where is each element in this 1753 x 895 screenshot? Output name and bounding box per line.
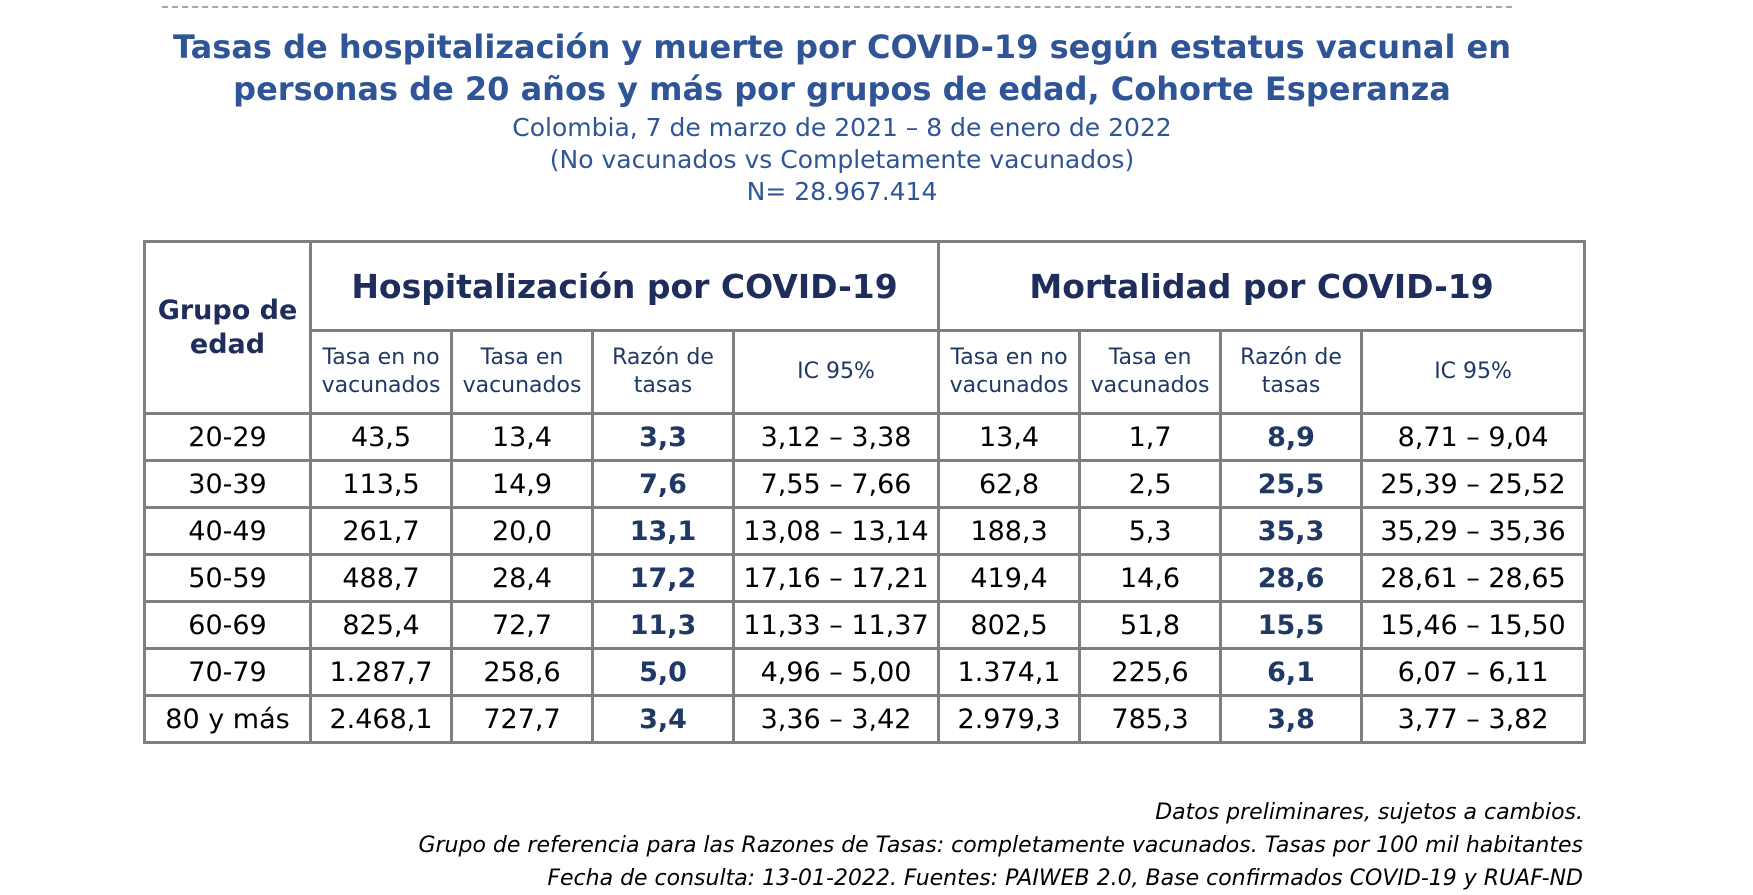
subheader-vaccinated-rate: Tasa en vacunados bbox=[450, 329, 594, 415]
mort-unvaccinated-rate-cell: 1.374,1 bbox=[937, 647, 1082, 697]
hospitalization-header: Hospitalización por COVID-19 bbox=[308, 240, 941, 332]
hosp-vaccinated-rate-cell: 28,4 bbox=[450, 553, 594, 603]
hosp-rate-ratio-cell: 7,6 bbox=[591, 459, 735, 509]
table-body: 20-29 43,5 13,4 3,3 3,12 – 3,38 13,4 1,7 8,9 8,7… bbox=[143, 412, 1587, 744]
mort-vaccinated-rate-cell: 14,6 bbox=[1078, 553, 1223, 603]
group-header: Grupo de edad bbox=[143, 240, 312, 415]
mort-vaccinated-rate-cell: 51,8 bbox=[1078, 600, 1223, 650]
mort-rate-ratio-cell: 3,8 bbox=[1219, 694, 1364, 744]
table-row: 60-69 825,4 72,7 11,3 11,33 – 11,37 802,5 51,8… bbox=[143, 600, 1587, 650]
age-group-cell: 60-69 bbox=[143, 600, 312, 650]
subheader-unvaccinated-rate: Tasa en no vacunados bbox=[309, 329, 453, 415]
mort-rate-ratio-cell: 25,5 bbox=[1219, 459, 1364, 509]
mort-unvaccinated-rate-cell: 419,4 bbox=[937, 553, 1082, 603]
hosp-unvaccinated-rate-cell: 825,4 bbox=[309, 600, 453, 650]
mort-vaccinated-rate-cell: 2,5 bbox=[1078, 459, 1223, 509]
mort-rate-ratio-cell: 28,6 bbox=[1219, 553, 1364, 603]
hosp-vaccinated-rate-cell: 727,7 bbox=[450, 694, 594, 744]
hosp-unvaccinated-rate-cell: 113,5 bbox=[309, 459, 453, 509]
mort-rate-ratio-cell: 8,9 bbox=[1219, 412, 1364, 462]
mort-unvaccinated-rate-cell: 188,3 bbox=[937, 506, 1082, 556]
age-group-cell: 40-49 bbox=[143, 506, 312, 556]
age-group-cell: 80 y más bbox=[143, 694, 312, 744]
mort-ci95-cell: 35,29 – 35,36 bbox=[1360, 506, 1587, 556]
footnote-preliminary: Datos preliminares, sujetos a cambios. bbox=[1155, 800, 1583, 825]
hosp-vaccinated-rate-cell: 72,7 bbox=[450, 600, 594, 650]
mort-ci95-cell: 3,77 – 3,82 bbox=[1360, 694, 1587, 744]
hosp-ci95-cell: 17,16 – 17,21 bbox=[731, 553, 941, 603]
hosp-ci95-cell: 4,96 – 5,00 bbox=[731, 647, 941, 697]
mort-unvaccinated-rate-cell: 62,8 bbox=[937, 459, 1082, 509]
hosp-ci95-cell: 11,33 – 11,37 bbox=[731, 600, 941, 650]
hosp-unvaccinated-rate-cell: 1.287,7 bbox=[309, 647, 453, 697]
hosp-ci95-cell: 3,36 – 3,42 bbox=[731, 694, 941, 744]
rates-table: Grupo de edad Hospitalización por COVID-… bbox=[143, 240, 1587, 744]
hosp-rate-ratio-cell: 11,3 bbox=[591, 600, 735, 650]
hosp-rate-ratio-cell: 13,1 bbox=[591, 506, 735, 556]
title-line-2: personas de 20 años y más por grupos de … bbox=[233, 70, 1451, 108]
mort-vaccinated-rate-cell: 785,3 bbox=[1078, 694, 1223, 744]
mort-rate-ratio-cell: 35,3 bbox=[1219, 506, 1364, 556]
mort-ci95-cell: 8,71 – 9,04 bbox=[1360, 412, 1587, 462]
table-row: 30-39 113,5 14,9 7,6 7,55 – 7,66 62,8 2,5 25,5 2… bbox=[143, 459, 1587, 509]
mort-vaccinated-rate-cell: 225,6 bbox=[1078, 647, 1223, 697]
subtitle-line-2: (No vacunados vs Completamente vacunados… bbox=[549, 145, 1135, 174]
subheader-ci95: IC 95% bbox=[731, 329, 941, 415]
subheader-vaccinated-rate: Tasa en vacunados bbox=[1078, 329, 1223, 415]
mort-ci95-cell: 6,07 – 6,11 bbox=[1360, 647, 1587, 697]
hosp-vaccinated-rate-cell: 20,0 bbox=[450, 506, 594, 556]
hosp-vaccinated-rate-cell: 14,9 bbox=[450, 459, 594, 509]
subheader-rate-ratio: Razón de tasas bbox=[1219, 329, 1364, 415]
mort-vaccinated-rate-cell: 1,7 bbox=[1078, 412, 1223, 462]
mort-unvaccinated-rate-cell: 802,5 bbox=[937, 600, 1082, 650]
table-row: 40-49 261,7 20,0 13,1 13,08 – 13,14 188,3 5,3 3… bbox=[143, 506, 1587, 556]
mort-vaccinated-rate-cell: 5,3 bbox=[1078, 506, 1223, 556]
age-group-cell: 30-39 bbox=[143, 459, 312, 509]
footnotes: Datos preliminares, sujetos a cambios. G… bbox=[418, 796, 1583, 895]
subheader-ci95: IC 95% bbox=[1360, 329, 1587, 415]
mort-ci95-cell: 25,39 – 25,52 bbox=[1360, 459, 1587, 509]
subtitle-line-3: N= 28.967.414 bbox=[746, 177, 938, 206]
rates-table-wrapper: Grupo de edad Hospitalización por COVID-… bbox=[143, 240, 1587, 744]
page-title: Tasas de hospitalización y muerte por CO… bbox=[0, 26, 1684, 110]
mort-ci95-cell: 28,61 – 28,65 bbox=[1360, 553, 1587, 603]
subtitle: Colombia, 7 de marzo de 2021 – 8 de ener… bbox=[0, 112, 1684, 208]
hosp-rate-ratio-cell: 3,3 bbox=[591, 412, 735, 462]
hosp-rate-ratio-cell: 17,2 bbox=[591, 553, 735, 603]
mort-unvaccinated-rate-cell: 2.979,3 bbox=[937, 694, 1082, 744]
hosp-ci95-cell: 7,55 – 7,66 bbox=[731, 459, 941, 509]
top-dashed-rule bbox=[162, 6, 1512, 8]
hosp-unvaccinated-rate-cell: 261,7 bbox=[309, 506, 453, 556]
table-row: 50-59 488,7 28,4 17,2 17,16 – 17,21 419,4 14,6… bbox=[143, 553, 1587, 603]
table-row: 70-79 1.287,7 258,6 5,0 4,96 – 5,00 1.374,1 22… bbox=[143, 647, 1587, 697]
hosp-rate-ratio-cell: 3,4 bbox=[591, 694, 735, 744]
hosp-ci95-cell: 13,08 – 13,14 bbox=[731, 506, 941, 556]
hosp-rate-ratio-cell: 5,0 bbox=[591, 647, 735, 697]
mort-rate-ratio-cell: 6,1 bbox=[1219, 647, 1364, 697]
subheader-unvaccinated-rate: Tasa en no vacunados bbox=[937, 329, 1082, 415]
age-group-cell: 50-59 bbox=[143, 553, 312, 603]
subtitle-line-1: Colombia, 7 de marzo de 2021 – 8 de ener… bbox=[512, 113, 1172, 142]
title-line-1: Tasas de hospitalización y muerte por CO… bbox=[172, 28, 1512, 66]
subheader-rate-ratio: Razón de tasas bbox=[591, 329, 735, 415]
mort-ci95-cell: 15,46 – 15,50 bbox=[1360, 600, 1587, 650]
hosp-unvaccinated-rate-cell: 43,5 bbox=[309, 412, 453, 462]
mortality-header: Mortalidad por COVID-19 bbox=[937, 240, 1587, 332]
footnote-sources: Fecha de consulta: 13-01-2022. Fuentes: … bbox=[547, 866, 1583, 891]
footnote-reference-group: Grupo de referencia para las Razones de … bbox=[418, 833, 1583, 858]
table-row: 20-29 43,5 13,4 3,3 3,12 – 3,38 13,4 1,7 8,9 8,7… bbox=[143, 412, 1587, 462]
hosp-unvaccinated-rate-cell: 488,7 bbox=[309, 553, 453, 603]
hosp-vaccinated-rate-cell: 258,6 bbox=[450, 647, 594, 697]
table-row: 80 y más 2.468,1 727,7 3,4 3,36 – 3,42 2.979,… bbox=[143, 694, 1587, 744]
mort-unvaccinated-rate-cell: 13,4 bbox=[937, 412, 1082, 462]
mort-rate-ratio-cell: 15,5 bbox=[1219, 600, 1364, 650]
hosp-vaccinated-rate-cell: 13,4 bbox=[450, 412, 594, 462]
hosp-ci95-cell: 3,12 – 3,38 bbox=[731, 412, 941, 462]
age-group-cell: 20-29 bbox=[143, 412, 312, 462]
hosp-unvaccinated-rate-cell: 2.468,1 bbox=[309, 694, 453, 744]
age-group-cell: 70-79 bbox=[143, 647, 312, 697]
